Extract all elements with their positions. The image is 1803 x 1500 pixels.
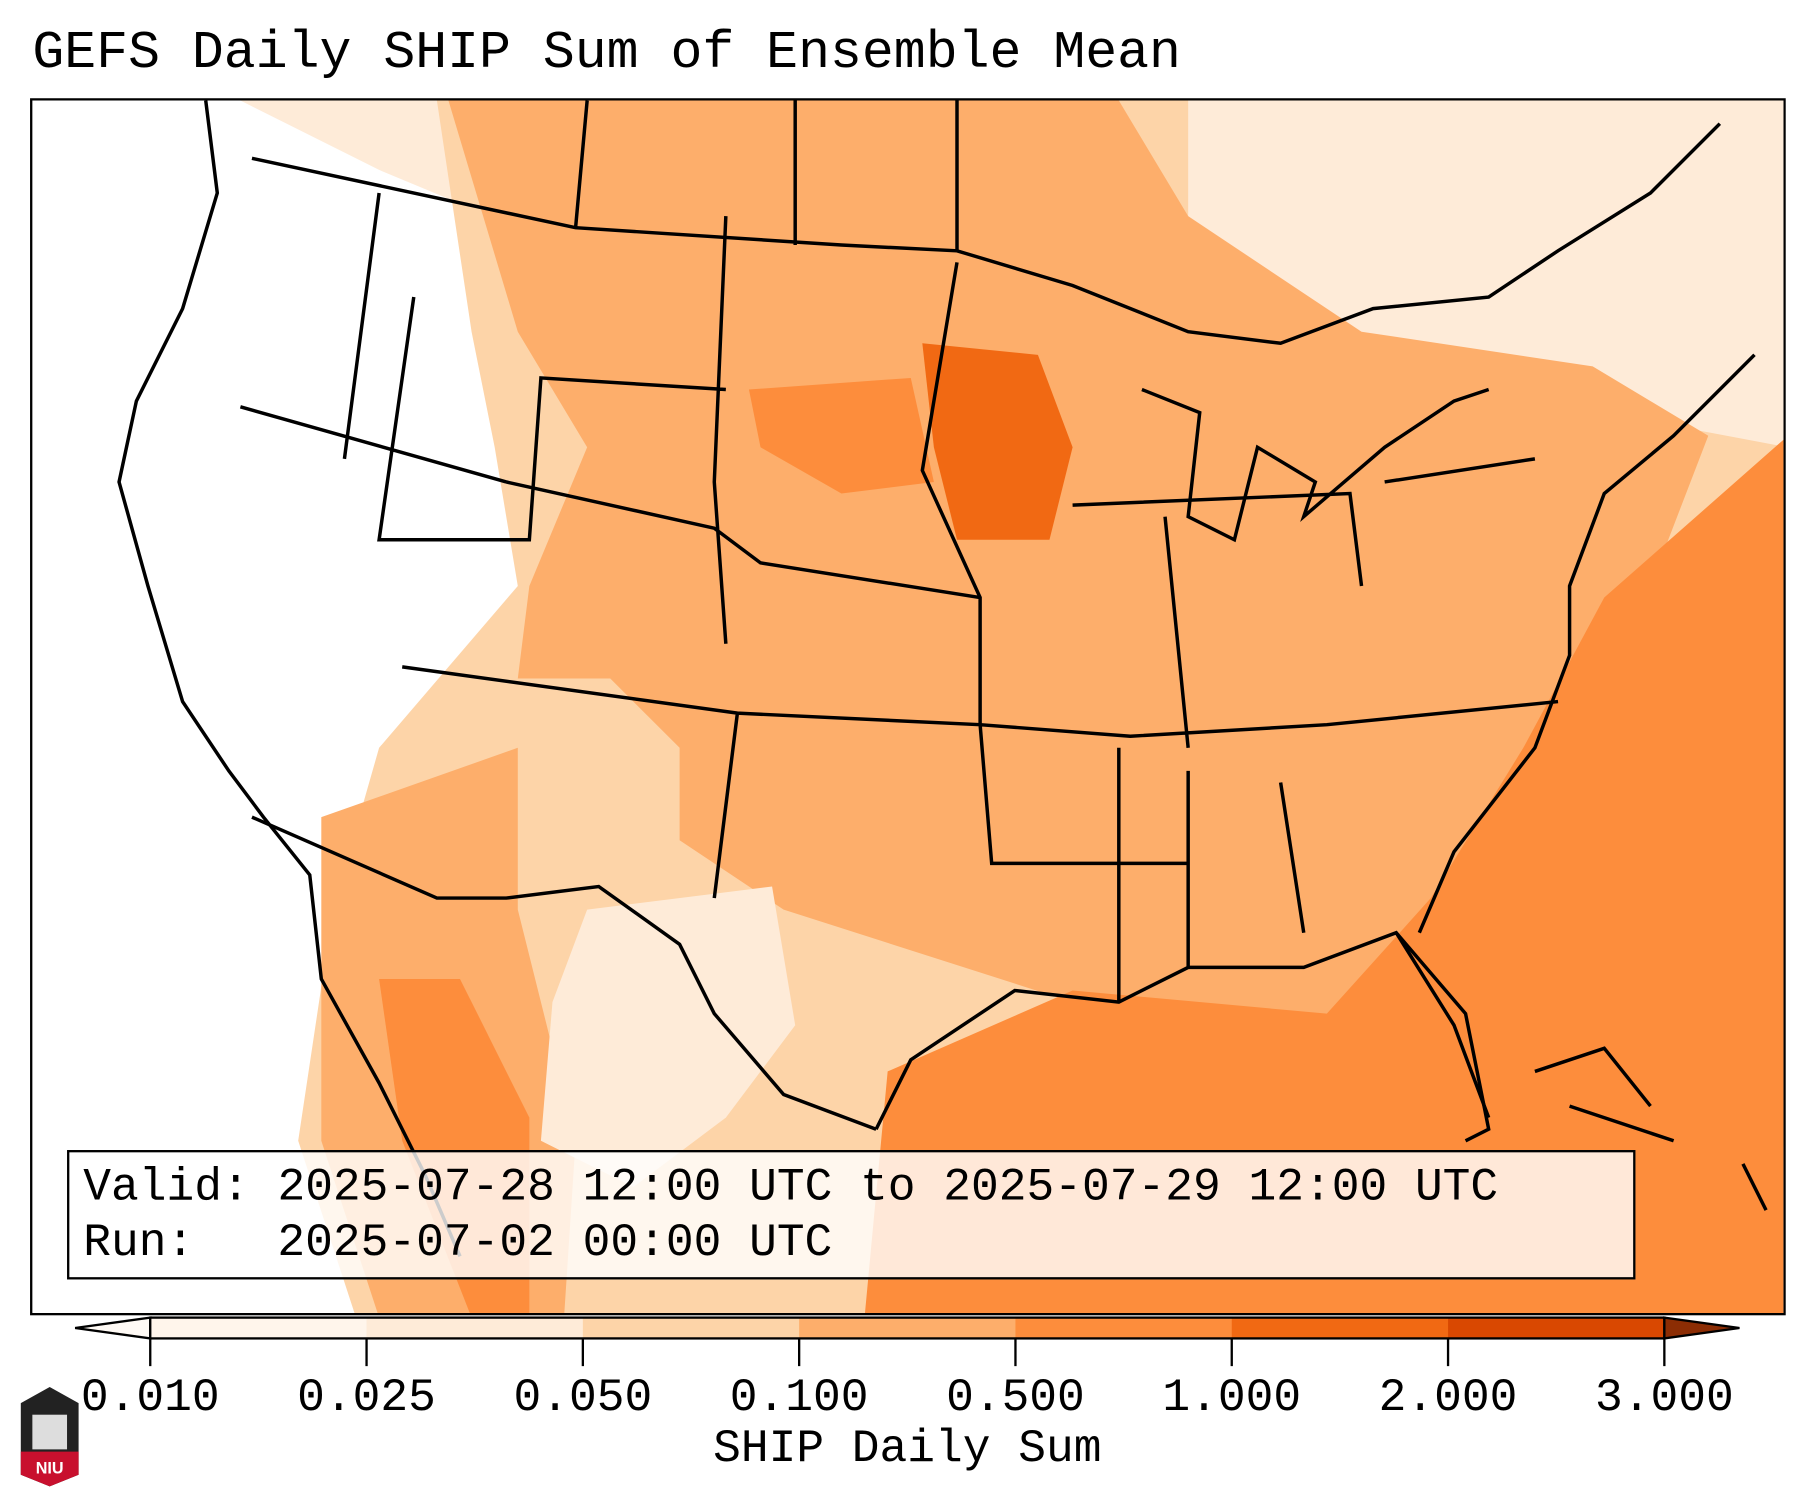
- svg-text:NIU: NIU: [36, 1460, 64, 1478]
- colorbar-tick-label: 0.100: [729, 1373, 869, 1426]
- colorbar-bin: [1231, 1317, 1449, 1339]
- colorbar: [74, 1316, 1740, 1367]
- map-panel: [30, 98, 1786, 1316]
- colorbar-bin: [366, 1317, 584, 1339]
- us-mexico-border: [251, 815, 877, 1131]
- colorbar-tick-label: 0.500: [946, 1373, 1085, 1426]
- field-dakota: [748, 377, 934, 494]
- ship-map: [32, 100, 1784, 1313]
- gulf-coast: [874, 930, 1491, 1143]
- field-central: [448, 100, 1709, 1049]
- colorbar-tick-label: 3.000: [1594, 1373, 1734, 1426]
- run-time: 2025-07-02 00:00 UTC: [277, 1218, 833, 1271]
- us-canada-border: [251, 122, 1722, 346]
- field-atlantic-gulf: [864, 439, 1784, 1313]
- colorbar-label: SHIP Daily Sum: [713, 1423, 1102, 1476]
- colorbar-extend-min: [74, 1316, 152, 1340]
- run-label: Run:: [83, 1218, 195, 1271]
- valid-run-info-box: Valid: 2025-07-28 12:00 UTC to 2025-07-2…: [67, 1150, 1636, 1280]
- valid-time-range: 2025-07-28 12:00 UTC to 2025-07-29 12:00…: [277, 1162, 1499, 1215]
- florida: [1394, 931, 1491, 1119]
- plot-title: GEFS Daily SHIP Sum of Ensemble Mean: [32, 23, 1181, 84]
- caribbean-islands: [1534, 1046, 1768, 1211]
- great-lakes: [1141, 387, 1490, 543]
- colorbar-bin: [799, 1317, 1017, 1339]
- colorbar-bin: [150, 1317, 368, 1339]
- colorbar-tick-label: 0.025: [297, 1373, 436, 1426]
- colorbar-tick-label: 0.010: [80, 1373, 220, 1426]
- colorbar-tick-label: 2.000: [1378, 1373, 1518, 1426]
- niu-logo: NIU: [20, 1386, 79, 1487]
- boundaries: [117, 100, 1768, 1258]
- colorbar-extend-max: [1663, 1316, 1740, 1340]
- field-texas-light: [540, 886, 796, 1188]
- colorbar-bin: [1015, 1317, 1233, 1339]
- colorbar-tick-label: 0.050: [513, 1373, 653, 1426]
- colorbar-bin: [1448, 1317, 1665, 1339]
- state-lines: [239, 100, 1559, 1003]
- field-midwest-max: [922, 343, 1073, 540]
- colorbar-bin: [582, 1317, 800, 1339]
- coastline-west: [117, 100, 462, 1258]
- colorbar-outline: [149, 1316, 1666, 1340]
- atlantic-coast: [1417, 353, 1756, 934]
- colorbar-tick-label: 1.000: [1162, 1373, 1302, 1426]
- valid-label: Valid:: [83, 1162, 250, 1215]
